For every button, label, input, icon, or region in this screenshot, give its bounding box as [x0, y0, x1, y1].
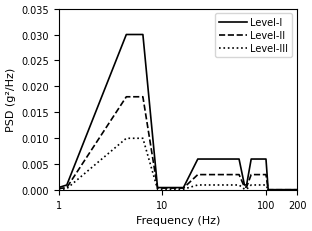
Level-II: [65, 186, 69, 189]
Level-I: [196, 158, 200, 161]
Level-III: [249, 184, 253, 187]
Level-II: [196, 173, 200, 176]
Level-II: [295, 188, 299, 191]
Level-II: [176, 187, 179, 190]
Level-II: [266, 188, 270, 191]
X-axis label: Frequency (Hz): Frequency (Hz): [136, 216, 220, 225]
Level-II: [124, 96, 128, 99]
Level-I: [264, 158, 268, 161]
Level-III: [57, 188, 61, 191]
Level-II: [264, 173, 268, 176]
Level-III: [295, 189, 299, 191]
Level-I: [156, 186, 159, 189]
Level-II: [249, 173, 253, 176]
Level-III: [196, 184, 200, 187]
Level-III: [245, 188, 248, 191]
Level-III: [156, 188, 159, 191]
Level-II: [156, 187, 159, 190]
Level-I: [249, 158, 253, 161]
Level-II: [182, 187, 185, 190]
Level-III: [242, 188, 246, 191]
Level-I: [266, 188, 270, 191]
Level-I: [65, 184, 69, 187]
Level-III: [141, 137, 145, 140]
Level-II: [254, 173, 258, 176]
Level-I: [57, 186, 61, 189]
Legend: Level-I, Level-II, Level-III: Level-I, Level-II, Level-III: [216, 14, 292, 58]
Level-I: [176, 186, 179, 189]
Level-II: [57, 187, 61, 190]
Level-II: [245, 186, 248, 189]
Level-I: [242, 184, 246, 187]
Y-axis label: PSD (g²/Hz): PSD (g²/Hz): [6, 68, 16, 132]
Line: Level-II: Level-II: [59, 97, 297, 190]
Level-II: [165, 187, 168, 190]
Level-I: [182, 186, 185, 189]
Level-II: [237, 173, 241, 176]
Level-III: [165, 188, 168, 191]
Level-III: [254, 184, 258, 187]
Level-III: [176, 188, 179, 191]
Level-I: [237, 158, 241, 161]
Level-III: [237, 184, 241, 187]
Line: Level-I: Level-I: [59, 35, 297, 190]
Level-III: [266, 189, 270, 191]
Level-II: [242, 186, 246, 189]
Level-I: [165, 186, 168, 189]
Level-III: [124, 137, 128, 140]
Level-II: [141, 96, 145, 99]
Level-I: [254, 158, 258, 161]
Level-III: [182, 188, 185, 191]
Level-I: [141, 34, 145, 37]
Line: Level-III: Level-III: [59, 139, 297, 190]
Level-I: [124, 34, 128, 37]
Level-III: [65, 187, 69, 190]
Level-I: [295, 188, 299, 191]
Level-III: [264, 184, 268, 187]
Level-I: [245, 184, 248, 187]
